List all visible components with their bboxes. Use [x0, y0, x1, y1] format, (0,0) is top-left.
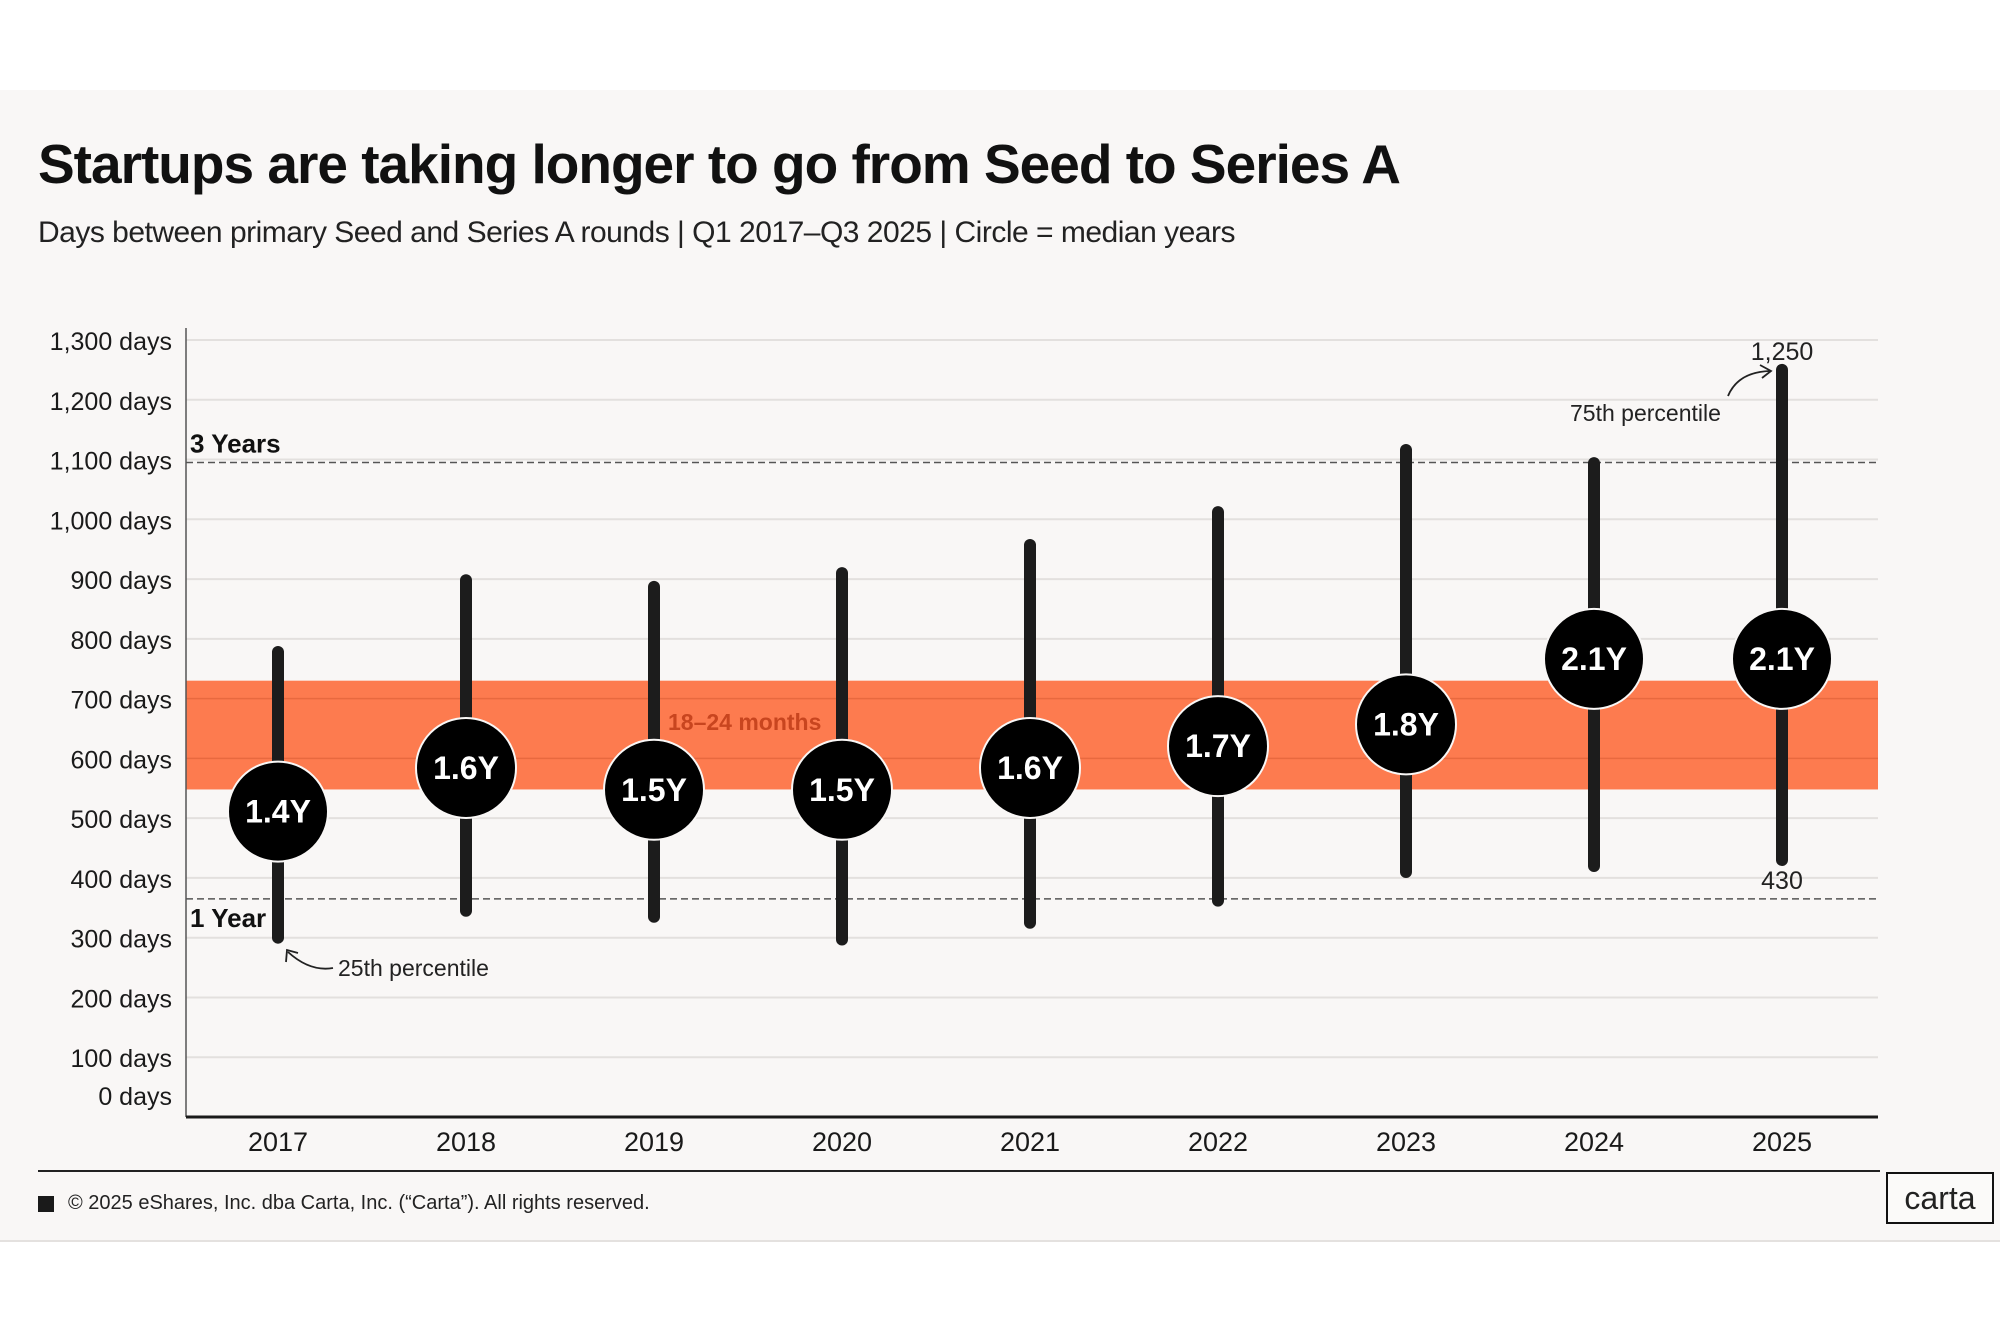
- median-label: 1.5Y: [809, 772, 875, 808]
- footer-divider: [38, 1170, 1880, 1172]
- reference-label: 3 Years: [190, 429, 281, 459]
- y-tick-label: 1,000 days: [50, 507, 172, 535]
- median-label: 1.4Y: [245, 794, 311, 830]
- x-tick-label: 2024: [1564, 1127, 1624, 1157]
- arrow-75th-icon: [1727, 370, 1771, 397]
- x-tick-label: 2022: [1188, 1127, 1248, 1157]
- chart-panel: [0, 90, 2000, 1242]
- y-tick-label: 100 days: [71, 1045, 172, 1073]
- median-label: 1.7Y: [1185, 728, 1251, 764]
- carta-logo: carta: [1886, 1172, 1994, 1224]
- band-label: 18–24 months: [668, 709, 821, 735]
- chart-subtitle: Days between primary Seed and Series A r…: [38, 216, 1235, 249]
- reference-label: 1 Year: [190, 903, 266, 933]
- y-tick-label: 900 days: [71, 567, 172, 595]
- x-tick-label: 2019: [624, 1127, 684, 1157]
- median-label: 2.1Y: [1749, 641, 1815, 677]
- footer-copyright: © 2025 eShares, Inc. dba Carta, Inc. (“C…: [68, 1192, 650, 1214]
- y-tick-label: 1,300 days: [50, 328, 172, 356]
- range-bars: 1.4Y 1.6Y 1.5Y 1.5Y 1.6Y 1.7Y 1.8Y 2.1Y 2.1Y: [227, 363, 1833, 946]
- x-tick-label: 2018: [436, 1127, 496, 1157]
- median-circle-2022: [1167, 695, 1269, 798]
- y-tick-label: 0 days: [98, 1083, 172, 1111]
- y-tick-label: 800 days: [71, 627, 172, 655]
- y-tick-label: 700 days: [71, 687, 172, 715]
- footer-square-icon: [38, 1196, 54, 1212]
- x-tick-label: 2021: [1000, 1127, 1060, 1157]
- y-tick-label: 400 days: [71, 866, 172, 894]
- median-circle-2019: [603, 738, 705, 841]
- annotation-75th-percentile: 75th percentile: [1570, 400, 1721, 426]
- median-circle-2023: [1355, 673, 1457, 776]
- y-tick-label: 1,100 days: [50, 448, 172, 476]
- median-circle-2018: [415, 716, 517, 819]
- median-circle-2020: [791, 738, 893, 841]
- x-tick-label: 2020: [812, 1127, 872, 1157]
- median-label: 1.6Y: [433, 750, 499, 786]
- median-circle-2021: [979, 716, 1081, 819]
- y-tick-label: 1,200 days: [50, 388, 172, 416]
- median-label: 1.5Y: [621, 772, 687, 808]
- median-label: 2.1Y: [1561, 641, 1627, 677]
- axes: 1,300 days 1,200 days 1,100 days 1,000 days…: [50, 328, 1878, 1157]
- annotation-25th-percentile: 25th percentile: [338, 955, 489, 981]
- y-tick-label: 200 days: [71, 985, 172, 1013]
- chart-title: Startups are taking longer to go from Se…: [38, 133, 1401, 195]
- x-tick-label: 2025: [1752, 1127, 1812, 1157]
- x-tick-label: 2017: [248, 1127, 308, 1157]
- x-tick-label: 2023: [1376, 1127, 1436, 1157]
- y-tick-label: 300 days: [71, 926, 172, 954]
- median-circle-2017: [227, 760, 329, 863]
- arrowhead-75th-icon: [1759, 364, 1773, 379]
- median-circle-2024: [1543, 607, 1645, 710]
- median-label: 1.6Y: [997, 750, 1063, 786]
- median-circle-2025: [1731, 607, 1833, 710]
- annotation-1250: 1,250: [1751, 338, 1814, 366]
- annotation-430: 430: [1761, 867, 1803, 895]
- median-label: 1.8Y: [1373, 706, 1439, 742]
- y-tick-label: 500 days: [71, 806, 172, 834]
- arrowhead-25th-icon: [285, 948, 299, 963]
- arrow-25th-icon: [287, 951, 334, 970]
- y-tick-label: 600 days: [71, 746, 172, 774]
- annotations: 1,250 75th percentile 430 25th percentile: [285, 338, 1814, 981]
